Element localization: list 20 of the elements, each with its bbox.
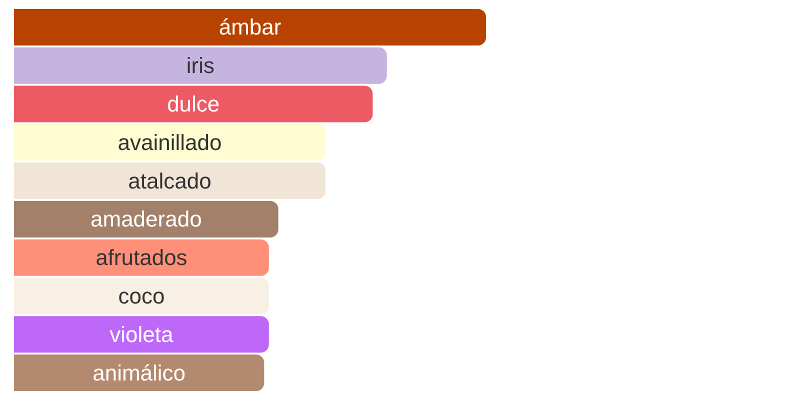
y-tick-label: ámbar <box>218 14 282 40</box>
y-tick-label: atalcado <box>128 168 212 194</box>
bar <box>14 8 486 46</box>
bar <box>14 162 326 200</box>
y-tick-label: dulce <box>167 92 220 116</box>
bar <box>14 239 269 276</box>
y-tick-label: coco <box>118 284 165 308</box>
y-tick-label: avainillado <box>118 130 222 155</box>
bar <box>14 200 278 238</box>
bar <box>14 47 387 84</box>
y-tick-label: violeta <box>110 322 174 347</box>
y-tick-label: animálico <box>92 360 186 386</box>
y-tick-label: amaderado <box>90 206 202 232</box>
bar <box>14 316 269 353</box>
y-tick-label: iris <box>186 53 214 78</box>
bar <box>14 124 326 161</box>
y-tick-label: afrutados <box>96 245 188 270</box>
bar <box>14 354 264 392</box>
bar <box>14 278 269 314</box>
bar <box>14 86 373 122</box>
